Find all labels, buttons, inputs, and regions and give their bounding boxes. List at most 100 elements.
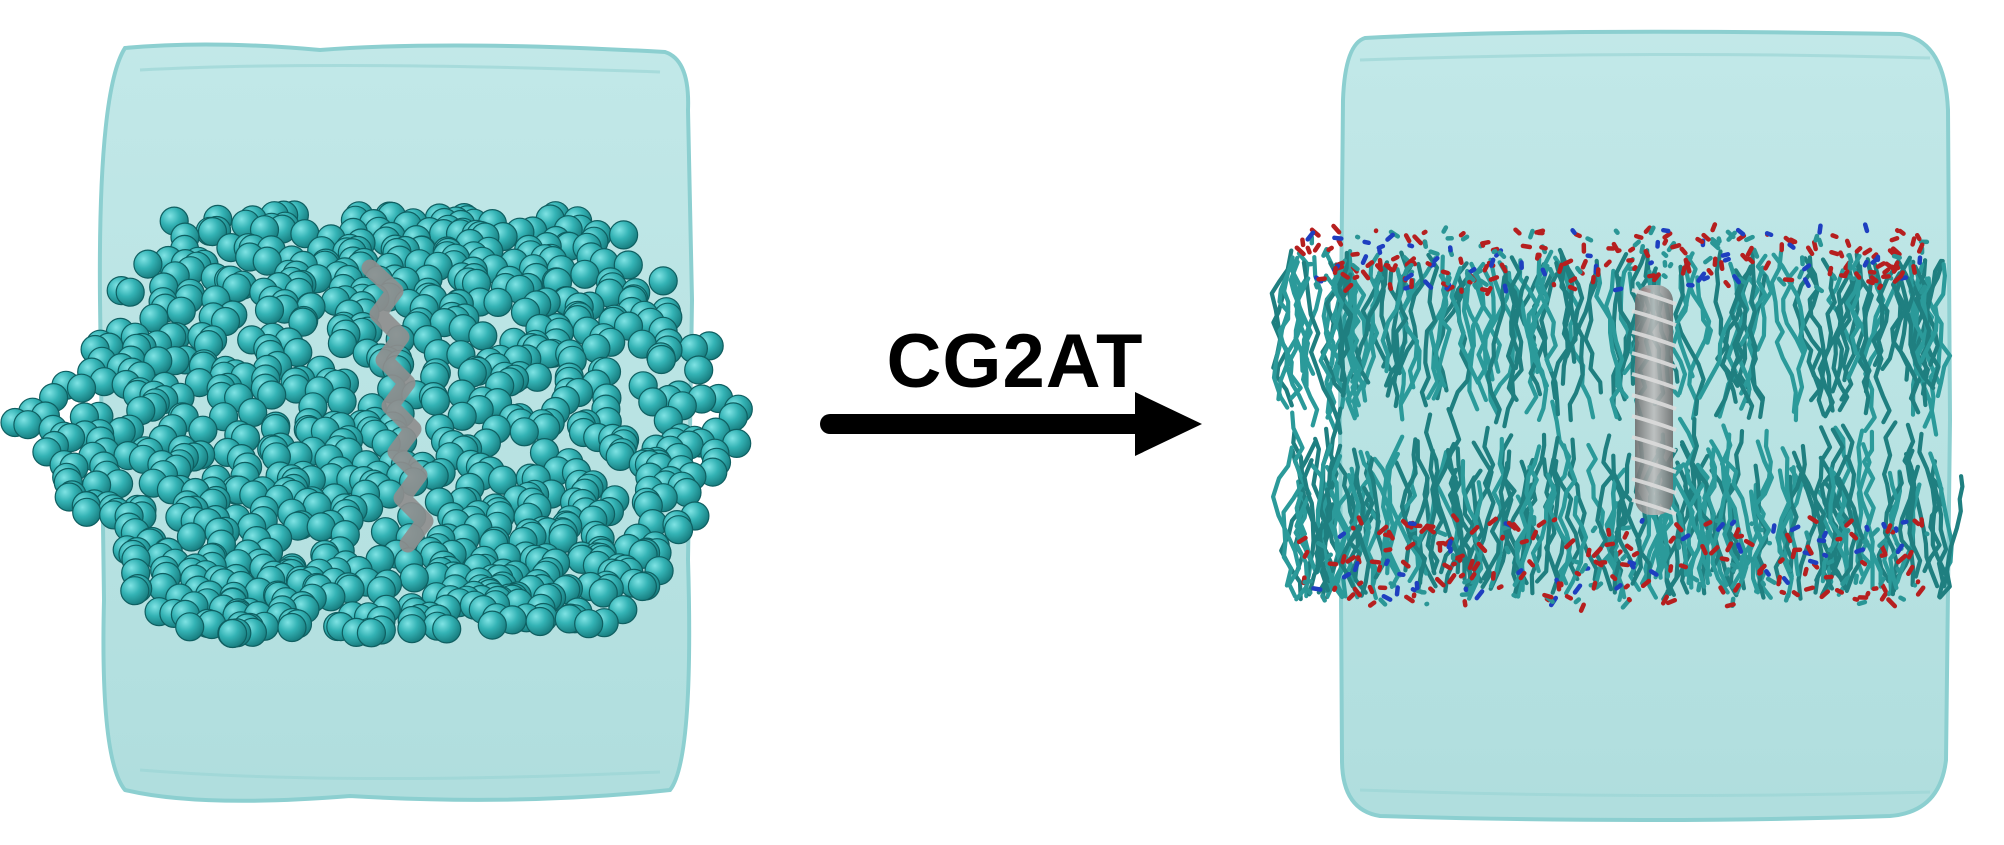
headgroup-atom [1567,284,1578,292]
headgroup-atom [1834,587,1845,595]
headgroup-atom [1898,270,1905,278]
cg-bead [468,321,498,351]
headgroup-atom [1827,546,1835,553]
lipid-tail [1845,272,1870,380]
headgroup-atom [1472,282,1479,290]
cg-bead [432,614,462,644]
headgroup-atom [1776,574,1783,587]
cg-bead [488,465,518,495]
headgroup-atom [1518,570,1527,581]
headgroup-atom [1802,263,1812,272]
headgroup-atom [1898,595,1907,602]
headgroup-atom [1331,223,1342,235]
headgroup-atom [1421,229,1428,236]
lipid-tail [1801,256,1823,403]
headgroup-atom [1919,284,1928,295]
headgroup-atom [1355,555,1362,565]
headgroup-atom [1842,269,1850,278]
headgroup-atom [1720,252,1731,258]
headgroup-atom [1627,559,1637,566]
headgroup-atom [1776,276,1787,287]
headgroup-atom [1685,262,1692,274]
headgroup-atom [1643,225,1652,234]
headgroup-atom [1783,592,1791,603]
headgroup-atom [1701,275,1710,282]
headgroup-atom [1878,576,1886,586]
headgroup-atom [1797,269,1805,280]
headgroup-atom [1572,583,1583,595]
headgroup-atom [1862,539,1871,548]
headgroup-atom [1614,583,1623,591]
headgroup-atom [1753,525,1765,533]
lipid-tail [1337,272,1353,382]
headgroup-atom [1811,239,1818,252]
headgroup-atom [1442,562,1453,571]
headgroup-atom [1660,594,1670,606]
headgroup-atom [1724,602,1736,609]
headgroup-atom [1791,590,1800,598]
cg-bead [648,266,678,296]
headgroup-atom [1571,558,1582,566]
headgroup-atom [1633,233,1644,240]
headgroup-atom [1819,589,1831,600]
headgroup-atom [1387,282,1394,291]
headgroup-atom [1661,227,1671,234]
headgroup-atom [1771,523,1777,534]
headgroup-atom [1803,585,1815,592]
lipid-tail [1550,435,1566,584]
headgroup-atom [1732,274,1742,285]
cg-bead [13,410,43,440]
headgroup-atom [1789,524,1801,533]
headgroup-atom [1696,581,1702,593]
headgroup-atom [1611,241,1620,253]
headgroup-atom [1585,236,1594,243]
lipid-tail [1586,442,1621,590]
lipid-tail [1750,439,1774,595]
headgroup-atom [1879,552,1888,558]
headgroup-atom [1390,254,1400,262]
headgroup-atom [1838,250,1845,259]
lipid-tail [1564,495,1589,596]
lipid-tail [1710,423,1733,595]
lipid-tail [1594,473,1615,592]
headgroup-atom [1674,522,1684,533]
headgroup-atom [1447,573,1457,585]
headgroup-atom [1412,535,1423,543]
headgroup-atom [1781,576,1790,585]
headgroup-atom [1476,541,1488,554]
headgroup-atom [1383,547,1393,553]
headgroup-atom [1573,232,1582,239]
lipid-tail [1301,260,1343,435]
headgroup-atom [1487,516,1499,527]
headgroup-atom [1779,589,1787,596]
lipid-tail [1276,276,1311,402]
headgroup-atom [1802,566,1809,577]
lipid-tail [1747,248,1766,420]
lipid-tail [1849,254,1862,356]
headgroup-atom [1316,276,1327,282]
helix-turn [1631,288,1677,306]
headgroup-atom [1460,234,1470,242]
headgroup-atom [1374,263,1384,272]
cg-bead [66,373,97,403]
headgroup-atom [1890,246,1902,257]
headgroup-atom [1362,239,1371,246]
headgroup-atom [1502,283,1509,294]
cg-bead [397,614,427,644]
headgroup-atom [1381,594,1393,602]
headgroup-atom [1877,283,1884,291]
headgroup-atom [1300,237,1306,248]
headgroup-atom [1404,594,1415,604]
lipid-tail [1594,270,1625,420]
lipid-tail [1820,466,1843,584]
headgroup-atom [1326,245,1334,253]
lipid-tail [1488,436,1506,589]
lipid-tail [1485,274,1507,425]
headgroup-atom [1911,263,1917,275]
headgroup-atom [1639,243,1646,255]
lipid-tail [1775,446,1793,573]
headgroup-atom [1661,273,1668,280]
headgroup-atom [1305,245,1312,255]
headgroup-atom [1705,529,1711,541]
